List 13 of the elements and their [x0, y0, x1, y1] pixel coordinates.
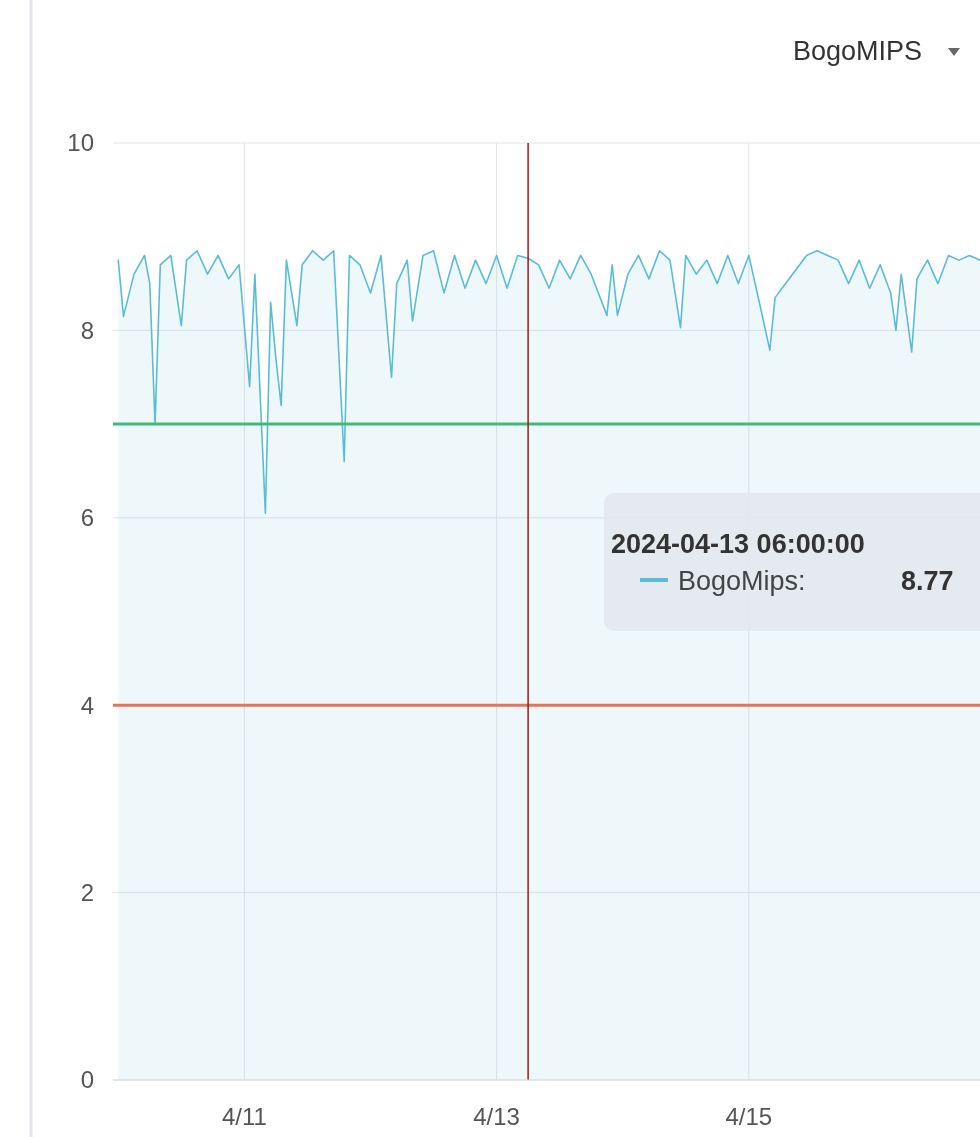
y-tick-label: 0 [80, 1066, 94, 1094]
y-tick-label: 8 [80, 316, 94, 344]
x-tick-label: 4/11 [221, 1103, 267, 1130]
y-tick-label: 2 [80, 879, 94, 906]
annotation: 2024-04-13 06:00:00 [611, 529, 865, 559]
annotation: BogoMips: [678, 566, 806, 596]
x-tick-label: 4/15 [725, 1103, 773, 1130]
y-tick-label: 6 [80, 504, 94, 532]
chart-title: BogoMIPS [792, 36, 922, 66]
y-tick-label: 4 [80, 691, 94, 719]
annotation: 8.77 [901, 566, 954, 596]
y-tick-label: 10 [67, 129, 94, 157]
x-tick-label: 4/13 [473, 1103, 520, 1130]
